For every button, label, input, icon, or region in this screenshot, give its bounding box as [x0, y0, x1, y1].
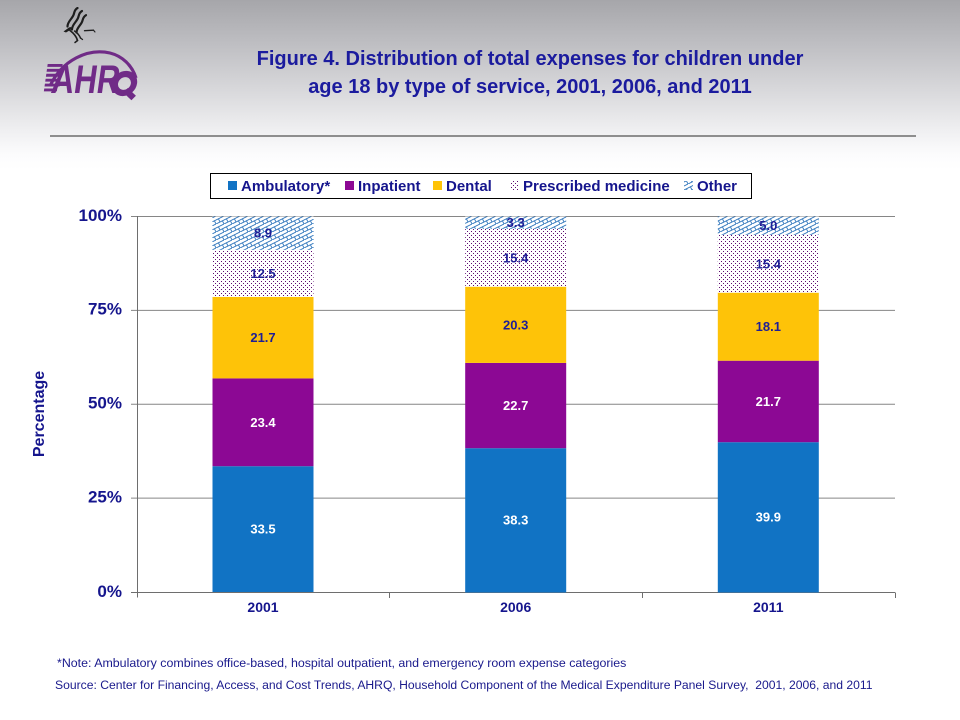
svg-text:21.7: 21.7 — [756, 394, 781, 409]
svg-text:8.9: 8.9 — [254, 226, 272, 241]
svg-text:38.3: 38.3 — [503, 513, 528, 528]
svg-text:AHR: AHR — [49, 57, 123, 102]
svg-text:Inpatient: Inpatient — [358, 178, 421, 195]
svg-text:21.7: 21.7 — [250, 330, 275, 345]
svg-text:0%: 0% — [97, 582, 122, 601]
svg-text:3.3: 3.3 — [507, 215, 525, 230]
svg-text:Dental: Dental — [446, 178, 492, 195]
svg-text:2006: 2006 — [500, 599, 531, 615]
svg-text:15.4: 15.4 — [503, 250, 529, 265]
svg-text:Percentage: Percentage — [31, 371, 48, 457]
svg-text:15.4: 15.4 — [756, 256, 782, 271]
svg-text:100%: 100% — [79, 206, 122, 225]
svg-text:Prescribed medicine: Prescribed medicine — [523, 178, 670, 195]
svg-text:Other: Other — [697, 178, 737, 195]
svg-text:23.4: 23.4 — [250, 415, 276, 430]
svg-text:5.0: 5.0 — [759, 218, 777, 233]
svg-text:2011: 2011 — [753, 599, 784, 615]
svg-text:12.5: 12.5 — [250, 266, 275, 281]
svg-text:75%: 75% — [88, 300, 122, 319]
svg-text:39.9: 39.9 — [756, 510, 781, 525]
svg-text:18.1: 18.1 — [756, 319, 781, 334]
svg-text:33.5: 33.5 — [250, 522, 275, 537]
svg-text:22.7: 22.7 — [503, 398, 528, 413]
svg-text:20.3: 20.3 — [503, 317, 528, 332]
svg-text:Ambulatory*: Ambulatory* — [241, 178, 330, 195]
svg-text:25%: 25% — [88, 487, 122, 506]
svg-text:2001: 2001 — [247, 599, 278, 615]
svg-text:50%: 50% — [88, 394, 122, 413]
